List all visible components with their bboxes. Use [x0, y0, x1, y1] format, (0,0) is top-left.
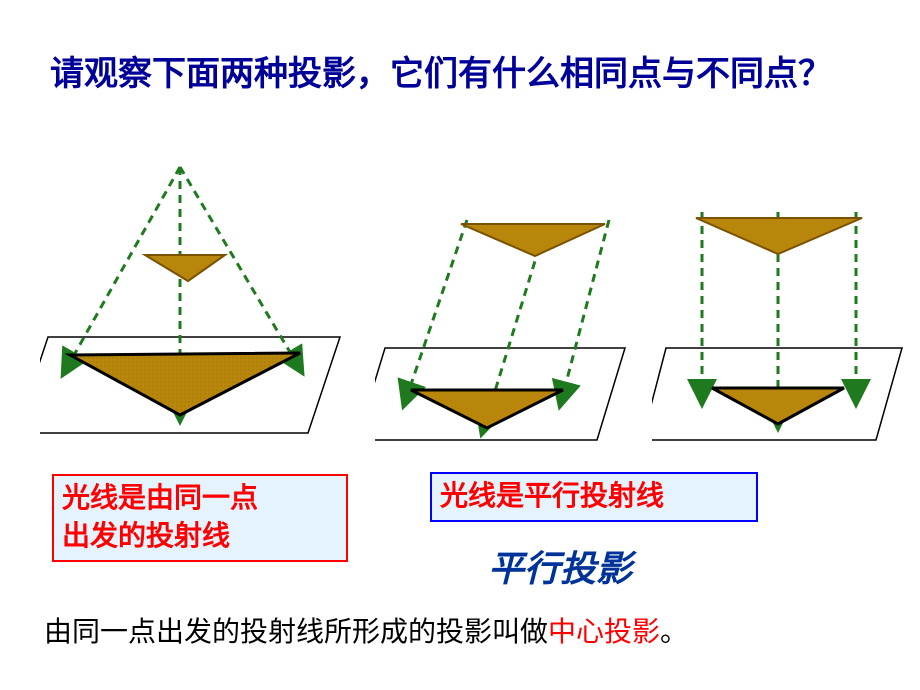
object-triangle [145, 255, 225, 281]
subtitle-parallel: 平行投影 [488, 540, 632, 592]
diagrams-row [30, 165, 910, 455]
object-triangle [461, 224, 605, 256]
caption-central: 光线是由同一点 出发的投射线 [52, 474, 348, 562]
caption-parallel: 光线是平行投射线 [430, 472, 758, 522]
diagram-parallel-oblique [375, 180, 645, 460]
sentence-suffix: 。 [660, 617, 688, 648]
sentence-highlight: 中心投影 [548, 617, 660, 648]
sentence-prefix: 由同一点出发的投射线所形成的投影叫做 [44, 617, 548, 648]
diagram-central [40, 165, 360, 455]
definition-sentence: 由同一点出发的投射线所形成的投影叫做中心投影。 [44, 610, 688, 650]
object-triangle [696, 218, 862, 254]
question-text: 请观察下面两种投影，它们有什么相同点与不同点？ [50, 48, 870, 102]
diagram-parallel-orthogonal [652, 180, 918, 460]
